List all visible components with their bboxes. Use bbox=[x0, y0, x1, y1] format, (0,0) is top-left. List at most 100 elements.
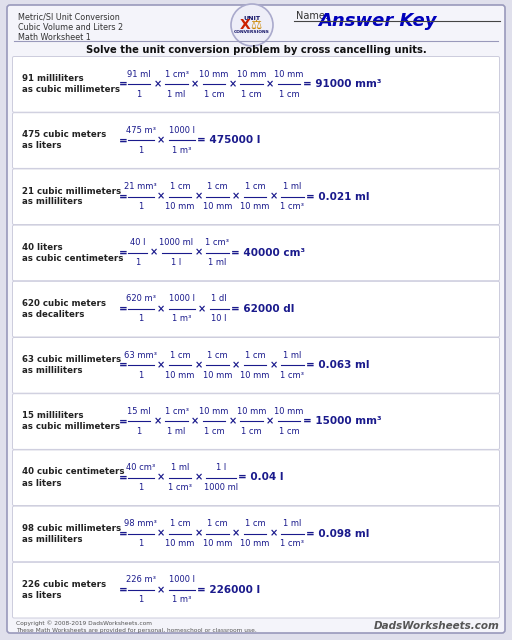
Text: ×: × bbox=[232, 529, 240, 539]
Text: ×: × bbox=[157, 191, 165, 202]
Text: ×: × bbox=[191, 416, 199, 426]
Text: 1 cm³: 1 cm³ bbox=[164, 407, 188, 416]
Text: 1000 ml: 1000 ml bbox=[159, 238, 194, 247]
Text: 1 cm: 1 cm bbox=[204, 427, 224, 436]
FancyBboxPatch shape bbox=[12, 282, 500, 337]
Text: =: = bbox=[119, 79, 128, 89]
FancyBboxPatch shape bbox=[7, 5, 505, 633]
Text: 1000 l: 1000 l bbox=[169, 575, 195, 584]
Text: ×: × bbox=[157, 472, 165, 483]
Text: 1: 1 bbox=[136, 90, 142, 99]
Text: ×: × bbox=[195, 529, 203, 539]
Text: 10 mm: 10 mm bbox=[274, 407, 304, 416]
Text: 10 mm: 10 mm bbox=[203, 371, 232, 380]
Text: 1 cm: 1 cm bbox=[279, 90, 299, 99]
Text: Metric/SI Unit Conversion: Metric/SI Unit Conversion bbox=[18, 12, 120, 21]
Text: ×: × bbox=[157, 304, 165, 314]
Text: ⚖: ⚖ bbox=[250, 19, 262, 31]
Text: 1 cm³: 1 cm³ bbox=[281, 202, 304, 211]
Text: =: = bbox=[119, 304, 128, 314]
Text: 40 cm³: 40 cm³ bbox=[126, 463, 156, 472]
Text: 10 mm: 10 mm bbox=[203, 539, 232, 548]
Text: ×: × bbox=[270, 191, 278, 202]
Text: ×: × bbox=[195, 472, 203, 483]
Text: = 475000 l: = 475000 l bbox=[197, 135, 261, 145]
Text: 10 mm: 10 mm bbox=[199, 407, 229, 416]
Text: 10 mm: 10 mm bbox=[237, 70, 266, 79]
Text: Cubic Volume and Liters 2: Cubic Volume and Liters 2 bbox=[18, 22, 123, 31]
Text: 1 cm: 1 cm bbox=[245, 182, 265, 191]
Text: 1: 1 bbox=[135, 258, 140, 268]
Text: 10 mm: 10 mm bbox=[203, 202, 232, 211]
Text: 1: 1 bbox=[138, 314, 143, 323]
Text: 10 mm: 10 mm bbox=[240, 539, 270, 548]
Text: as milliliters: as milliliters bbox=[22, 366, 82, 375]
Text: 10 mm: 10 mm bbox=[240, 202, 270, 211]
FancyBboxPatch shape bbox=[12, 394, 500, 449]
Text: 1 cm: 1 cm bbox=[169, 519, 190, 528]
FancyBboxPatch shape bbox=[12, 113, 500, 168]
Text: ×: × bbox=[266, 79, 274, 89]
Text: ×: × bbox=[150, 248, 158, 258]
Text: 1 cm: 1 cm bbox=[169, 182, 190, 191]
FancyBboxPatch shape bbox=[12, 450, 500, 506]
Text: 1 cm³: 1 cm³ bbox=[168, 483, 192, 492]
Text: ×: × bbox=[154, 79, 162, 89]
Text: Answer Key: Answer Key bbox=[318, 12, 437, 30]
Text: Name:: Name: bbox=[296, 11, 328, 21]
Text: 620 cubic meters: 620 cubic meters bbox=[22, 299, 106, 308]
Text: =: = bbox=[119, 416, 128, 426]
Text: 1: 1 bbox=[138, 539, 143, 548]
Text: =: = bbox=[119, 248, 128, 258]
Text: DadsWorksheets.com: DadsWorksheets.com bbox=[374, 621, 500, 631]
Text: 10 mm: 10 mm bbox=[165, 202, 195, 211]
Text: as milliliters: as milliliters bbox=[22, 534, 82, 544]
Text: 91 milliliters: 91 milliliters bbox=[22, 74, 83, 83]
Text: 1 ml: 1 ml bbox=[283, 519, 302, 528]
Text: 226 cubic meters: 226 cubic meters bbox=[22, 580, 106, 589]
Text: 1 ml: 1 ml bbox=[208, 258, 227, 268]
Text: 1 ml: 1 ml bbox=[167, 427, 186, 436]
Text: = 40000 cm³: = 40000 cm³ bbox=[231, 248, 305, 258]
Text: =: = bbox=[119, 529, 128, 539]
Text: 40 cubic centimeters: 40 cubic centimeters bbox=[22, 467, 124, 477]
Text: 1000 l: 1000 l bbox=[169, 126, 195, 135]
Text: ×: × bbox=[266, 416, 274, 426]
Text: 1 cm: 1 cm bbox=[169, 351, 190, 360]
Text: 10 l: 10 l bbox=[211, 314, 227, 323]
Text: 1: 1 bbox=[138, 146, 143, 155]
Text: 475 cubic meters: 475 cubic meters bbox=[22, 131, 106, 140]
Text: 1: 1 bbox=[138, 595, 143, 604]
Text: 1 l: 1 l bbox=[172, 258, 182, 268]
Text: 98 mm³: 98 mm³ bbox=[124, 519, 157, 528]
Text: 10 mm: 10 mm bbox=[165, 539, 195, 548]
Text: ×: × bbox=[232, 360, 240, 370]
Text: 1: 1 bbox=[138, 483, 143, 492]
Text: 1000 ml: 1000 ml bbox=[204, 483, 238, 492]
Text: as cubic millimeters: as cubic millimeters bbox=[22, 85, 120, 94]
Text: =: = bbox=[119, 472, 128, 483]
Text: ×: × bbox=[270, 360, 278, 370]
Text: = 15000 mm³: = 15000 mm³ bbox=[303, 416, 381, 426]
Text: ×: × bbox=[157, 135, 165, 145]
Text: ×: × bbox=[195, 191, 203, 202]
Text: 21 mm³: 21 mm³ bbox=[124, 182, 157, 191]
Text: 1 cm: 1 cm bbox=[204, 90, 224, 99]
Text: = 226000 l: = 226000 l bbox=[197, 585, 260, 595]
Text: 1 cm: 1 cm bbox=[241, 90, 262, 99]
Text: Math Worksheet 1: Math Worksheet 1 bbox=[18, 33, 91, 42]
Text: as decaliters: as decaliters bbox=[22, 310, 84, 319]
Text: Solve the unit conversion problem by cross cancelling units.: Solve the unit conversion problem by cro… bbox=[86, 45, 426, 55]
Text: 1 cm³: 1 cm³ bbox=[205, 238, 229, 247]
FancyBboxPatch shape bbox=[12, 506, 500, 562]
Text: Copyright © 2008-2019 DadsWorksheets.com
These Math Worksheets are provided for : Copyright © 2008-2019 DadsWorksheets.com… bbox=[16, 620, 257, 633]
Text: 1: 1 bbox=[138, 202, 143, 211]
Text: 1 ml: 1 ml bbox=[171, 463, 189, 472]
Text: 1 m³: 1 m³ bbox=[172, 314, 191, 323]
Text: 226 m³: 226 m³ bbox=[126, 575, 156, 584]
Text: as cubic centimeters: as cubic centimeters bbox=[22, 253, 123, 262]
Text: 1: 1 bbox=[136, 427, 142, 436]
Text: ×: × bbox=[198, 304, 206, 314]
Text: ×: × bbox=[229, 416, 237, 426]
Text: ×: × bbox=[195, 360, 203, 370]
